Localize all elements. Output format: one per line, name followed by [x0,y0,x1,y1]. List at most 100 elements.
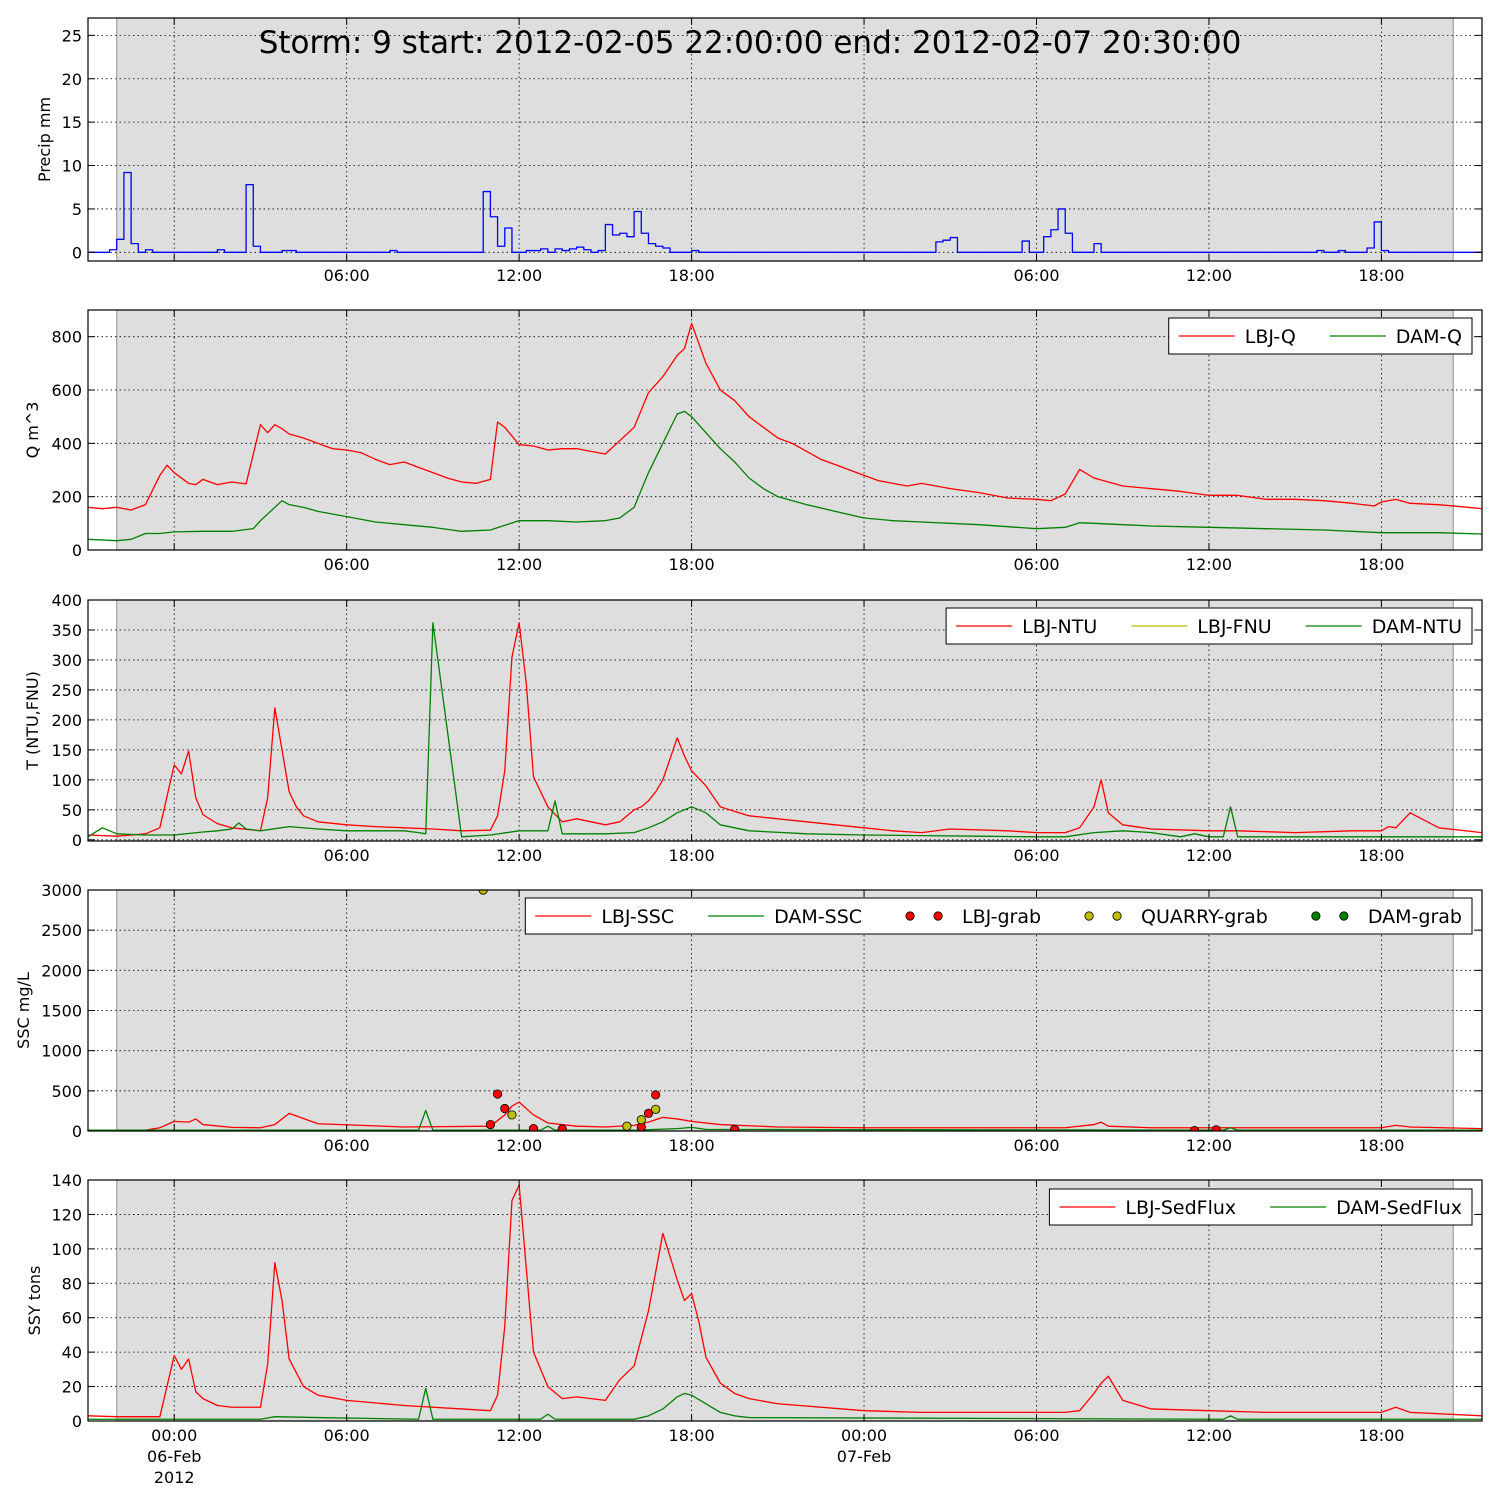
legend: LBJ-NTU LBJ-FNU DAM-NTU [945,607,1473,645]
legend-marker-DAM-grab [1339,911,1349,921]
panel-discharge: 0 200 400 600 800 06:00 12:00 18:00 06:00 12:00 18… [23,309,1483,574]
y-tick-label: 80 [62,1274,82,1293]
legend-marker-LBJ-grab [905,911,915,921]
data-point-LBJ-grab [1211,1125,1221,1131]
x-tick-label: 06:00 [1013,846,1059,865]
legend-label: LBJ-Q [1245,326,1296,348]
series-line-LBJ-SedFlux [88,1184,1482,1418]
x-tick-label: 06:00 [324,555,370,574]
storm-window [116,17,1454,262]
data-point-LBJ-grab [557,1124,567,1131]
y-tick-label: 800 [51,328,82,347]
data-point-QUARRY-grab [507,1110,517,1120]
legend-label: LBJ-SedFlux [1125,1197,1236,1219]
x-tick-label: 18:00 [669,846,715,865]
y-tick-label: 20 [62,70,82,89]
x-tick-label: 18:00 [669,266,715,285]
data-point-LBJ-grab [500,1103,510,1114]
plot-area [88,622,1482,838]
x-tick-label: 18:00 [1358,555,1404,574]
data-point-QUARRY-grab [622,1121,632,1131]
y-axis-label: T (NTU,FNU) [23,671,42,771]
y-tick-label: 100 [51,1240,82,1259]
panel-ssc: 0 500 1000 1500 2000 2500 3000 06:00 12:00 18:00 0… [14,881,1483,1155]
legend-marker-LBJ-grab [933,911,943,921]
x-tick-label: 18:00 [669,555,715,574]
legend-label: LBJ-FNU [1197,616,1271,638]
x-tick-label: 06:00 [1013,266,1059,285]
y-tick-label: 5 [72,200,82,219]
x-tick-label: 00:00 [151,1426,197,1445]
x-tick-label: 12:00 [1186,1426,1232,1445]
y-tick-label: 100 [51,771,82,790]
data-point-LBJ-grab [492,1089,503,1099]
y-axis-label: Q m^3 [23,402,42,459]
legend-label: DAM-grab [1368,906,1462,928]
axes-frame [87,599,1483,842]
y-tick-label: 1500 [41,1002,82,1021]
legend-marker-QUARRY-grab [1112,911,1122,921]
plot-area [88,1184,1482,1420]
legend-label: DAM-NTU [1372,616,1462,638]
legend: LBJ-SedFlux DAM-SedFlux [1048,1188,1473,1226]
y-tick-label: 40 [62,1343,82,1362]
x-tick-label: 12:00 [496,1426,542,1445]
legend-label: LBJ-grab [962,906,1041,928]
x-tick-label: 12:00 [496,1136,542,1155]
data-point-QUARRY-grab [636,1115,646,1125]
x-tick-label: 18:00 [1358,846,1404,865]
series-line-Precip [88,171,1482,253]
data-point-LBJ-grab [528,1123,539,1131]
data-point-LBJ-grab [643,1108,654,1118]
legend-label: LBJ-SSC [601,906,674,928]
chart-title: Storm: 9 start: 2012-02-05 22:00:00 end:… [259,25,1242,61]
y-tick-label: 1000 [41,1042,82,1061]
x-tick-label: 00:00 [841,1426,887,1445]
x-tick-label: 12:00 [496,266,542,285]
series-line-DAM-NTU [88,622,1482,838]
y-tick-label: 140 [51,1171,82,1190]
x-tick-label: 12:00 [1186,266,1232,285]
legend-box [1048,1188,1473,1226]
plot-area [88,171,1482,253]
y-tick-label: 0 [72,243,82,262]
x-tick-label: 12:00 [496,555,542,574]
legend: LBJ-Q DAM-Q [1168,317,1473,355]
x-tick-label: 06:00 [324,1136,370,1155]
y-axis-label: SSC mg/L [14,972,33,1049]
data-point-LBJ-grab [730,1124,740,1131]
y-tick-label: 15 [62,113,82,132]
y-tick-label: 350 [51,621,82,640]
legend-marker-QUARRY-grab [1084,911,1094,921]
y-tick-label: 60 [62,1309,82,1328]
series-line-LBJ-NTU [88,622,1482,837]
data-point-QUARRY-grab [478,890,488,895]
x-tick-label: 06:00 [1013,1426,1059,1445]
x-tick-label: 18:00 [669,1426,715,1445]
series-line-LBJ-SSC [88,1101,1482,1131]
x-tick-label: 12:00 [1186,1136,1232,1155]
legend-label: DAM-Q [1396,326,1462,348]
legend-label: QUARRY-grab [1141,906,1268,928]
data-point-LBJ-grab [651,1090,661,1100]
y-tick-label: 10 [62,157,82,176]
y-tick-label: 600 [51,381,82,400]
y-tick-label: 250 [51,681,82,700]
data-point-LBJ-grab [485,1119,495,1130]
y-tick-label: 500 [51,1082,82,1101]
legend-box [945,607,1473,645]
legend-marker-DAM-grab [1311,911,1321,921]
series-line-DAM-SedFlux [88,1387,1482,1420]
date-label: 06-Feb [147,1447,201,1466]
x-tick-label: 18:00 [1358,1136,1404,1155]
series-line-LBJ-Q [88,322,1482,511]
x-tick-label: 18:00 [669,1136,715,1155]
data-point-QUARRY-grab [651,1104,661,1114]
x-tick-label: 18:00 [1358,266,1404,285]
panel-sedflux: 0 20 40 60 80 100 120 140 00:00 06:00 12:00 18:00 00… [25,1171,1483,1487]
y-tick-label: 2500 [41,921,82,940]
y-tick-label: 150 [51,741,82,760]
series-line-DAM-Q [88,410,1482,542]
series-line-DAM-SSC [88,1109,1482,1131]
